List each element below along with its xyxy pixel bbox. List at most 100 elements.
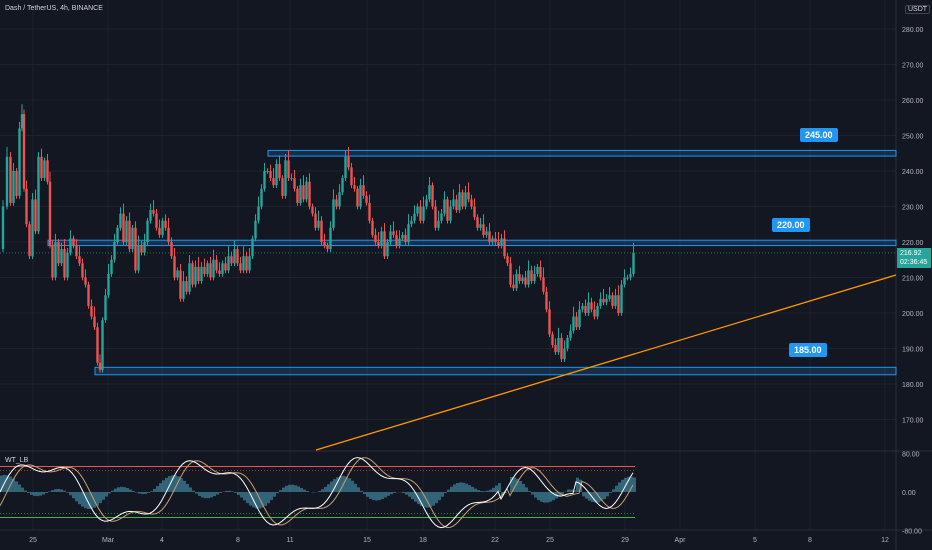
level-label-220[interactable]: 220.00	[772, 218, 810, 232]
osc-hist-bar	[60, 489, 63, 492]
candle-body	[617, 295, 620, 313]
candle-body	[293, 178, 296, 189]
osc-hist-bar	[603, 492, 606, 500]
osc-hist-bar	[174, 475, 177, 492]
candle-body	[596, 305, 599, 317]
candle-body	[632, 252, 635, 274]
candle-body	[476, 217, 479, 228]
time-tick-label: Apr	[675, 537, 687, 544]
osc-hist-bar	[105, 492, 108, 497]
candle-body	[81, 263, 84, 278]
osc-hist-bar	[12, 478, 15, 492]
osc-hist-bar	[63, 490, 66, 492]
axes: 280.00270.00260.00250.00240.00230.00220.…	[29, 27, 923, 544]
candle-body	[524, 277, 527, 285]
osc-hist-bar	[510, 476, 513, 492]
osc-hist-bar	[162, 480, 165, 492]
candle-body	[224, 263, 227, 271]
candle-body	[233, 249, 236, 264]
candle-body	[75, 245, 78, 257]
osc-hist-bar	[273, 492, 276, 497]
candle-body	[536, 266, 539, 274]
osc-hist-bar	[393, 492, 396, 493]
candle-body	[248, 256, 251, 271]
level-zones	[0, 149, 897, 376]
currency-label[interactable]: USDT	[905, 5, 931, 14]
osc-hist-bar	[585, 492, 588, 499]
wavetrend-oscillator	[0, 457, 636, 529]
osc-hist-bar	[576, 477, 579, 492]
rising-trendline	[315, 274, 897, 451]
candle-body	[467, 192, 470, 200]
candle-body	[425, 199, 428, 207]
time-tick-label: 8	[236, 537, 240, 544]
candle-body	[383, 231, 386, 257]
candle-body	[611, 295, 614, 306]
osc-hist-bar	[18, 484, 21, 492]
osc-hist-bar	[36, 492, 39, 497]
osc-hist-bar	[243, 492, 246, 501]
osc-hist-bar	[444, 492, 447, 494]
candle-body	[548, 309, 551, 335]
osc-hist-bar	[126, 488, 129, 492]
candle-body	[440, 213, 443, 221]
candle-body	[122, 213, 125, 242]
osc-hist-bar	[15, 481, 18, 492]
osc-hist-bar	[597, 492, 600, 503]
osc-hist-bar	[492, 487, 495, 492]
osc-hist-bar	[558, 492, 561, 497]
osc-hist-bar	[270, 492, 273, 501]
candle-body	[22, 114, 26, 189]
osc-hist-bar	[390, 492, 393, 495]
candle-body	[305, 181, 308, 200]
osc-hist-bar	[456, 482, 459, 492]
candle-body	[194, 266, 197, 285]
candle-body	[269, 171, 272, 179]
candle-body	[614, 295, 617, 306]
candle-body	[557, 337, 560, 353]
price-tick-label: 260.00	[902, 98, 924, 105]
candle-body	[485, 231, 488, 235]
candle-body	[605, 298, 608, 303]
candle-body	[311, 206, 314, 214]
candle-body	[356, 188, 359, 207]
osc-hist-bar	[594, 492, 597, 503]
candle-body	[407, 224, 410, 242]
price-tick-label: 200.00	[902, 311, 924, 318]
candle-body	[167, 227, 170, 242]
candle-body	[362, 185, 365, 196]
candle-body	[395, 234, 398, 246]
candle-body	[386, 242, 389, 257]
candle-body	[15, 171, 18, 196]
candle-body	[290, 178, 293, 180]
candle-body	[131, 227, 134, 250]
level-label-245[interactable]: 245.00	[800, 128, 838, 142]
osc-tick-label: 0.00	[902, 490, 916, 497]
osc-hist-bar	[489, 489, 492, 492]
osc-hist-bar	[141, 492, 144, 495]
price-tick-label: 190.00	[902, 347, 924, 354]
candle-body	[197, 266, 200, 282]
time-tick-label: 11	[286, 537, 293, 544]
candle-body	[527, 270, 530, 285]
level-label-185[interactable]: 185.00	[789, 343, 827, 357]
candle-body	[257, 206, 260, 221]
candle-body	[602, 298, 605, 303]
osc-hist-bar	[183, 480, 186, 492]
candle-body	[40, 156, 43, 179]
candle-body	[578, 309, 581, 328]
candle-body	[374, 234, 377, 242]
osc-tick-label: 80.00	[902, 452, 920, 459]
candle-body	[434, 206, 437, 228]
candle-body	[12, 171, 15, 203]
osc-hist-bar	[282, 487, 285, 492]
osc-hist-bar	[198, 492, 201, 496]
candle-body	[275, 163, 278, 186]
candle-body	[221, 263, 224, 274]
osc-hist-bar	[180, 478, 183, 492]
osc-hist-bar	[420, 492, 423, 507]
osc-hist-bar	[54, 489, 57, 492]
time-tick-label: Mar	[102, 537, 115, 544]
osc-hist-bar	[570, 489, 573, 492]
